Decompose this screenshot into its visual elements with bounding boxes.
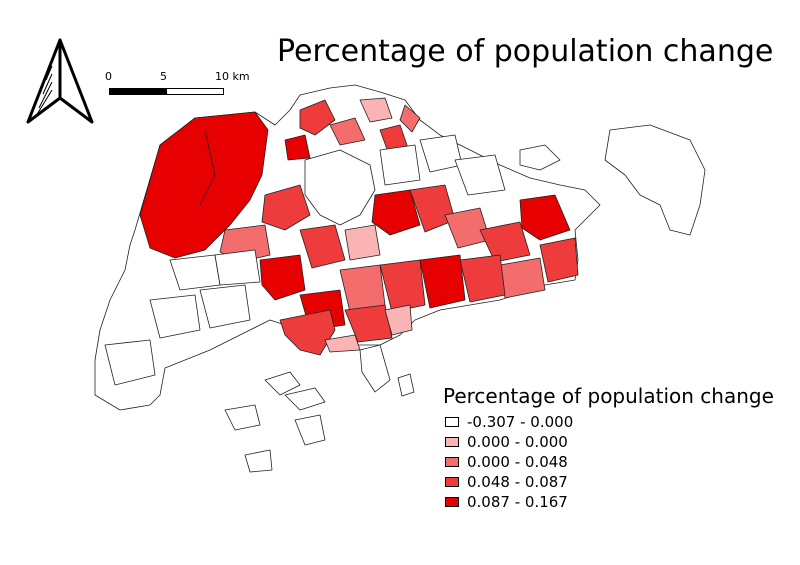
map-title: Percentage of population change: [277, 34, 774, 69]
scale-tick-5: 5: [160, 70, 167, 83]
legend-swatch: [445, 437, 459, 447]
scale-segment-black: [109, 88, 167, 95]
legend-swatch: [445, 417, 459, 427]
legend-item: 0.000 - 0.048: [443, 452, 783, 472]
legend-label: 0.000 - 0.000: [467, 433, 568, 451]
legend-item: 0.087 - 0.167: [443, 492, 783, 512]
scale-bar: 0 5 10 km: [105, 70, 255, 100]
scale-tick-10: 10 km: [215, 70, 250, 83]
legend: Percentage of population change -0.307 -…: [443, 384, 783, 512]
north-arrow-icon: [22, 36, 98, 128]
legend-title: Percentage of population change: [443, 384, 774, 408]
east-island: [604, 124, 706, 236]
legend-item: 0.048 - 0.087: [443, 472, 783, 492]
legend-item: 0.000 - 0.000: [443, 432, 783, 452]
legend-swatch: [445, 497, 459, 507]
scale-segment-white: [166, 88, 224, 95]
western-district: [139, 111, 269, 259]
legend-swatch: [445, 477, 459, 487]
legend-label: 0.087 - 0.167: [467, 493, 568, 511]
legend-swatch: [445, 457, 459, 467]
legend-label: 0.048 - 0.087: [467, 473, 568, 491]
legend-item: -0.307 - 0.000: [443, 412, 783, 432]
legend-label: -0.307 - 0.000: [467, 413, 574, 431]
scale-tick-0: 0: [105, 70, 112, 83]
legend-label: 0.000 - 0.048: [467, 453, 568, 471]
